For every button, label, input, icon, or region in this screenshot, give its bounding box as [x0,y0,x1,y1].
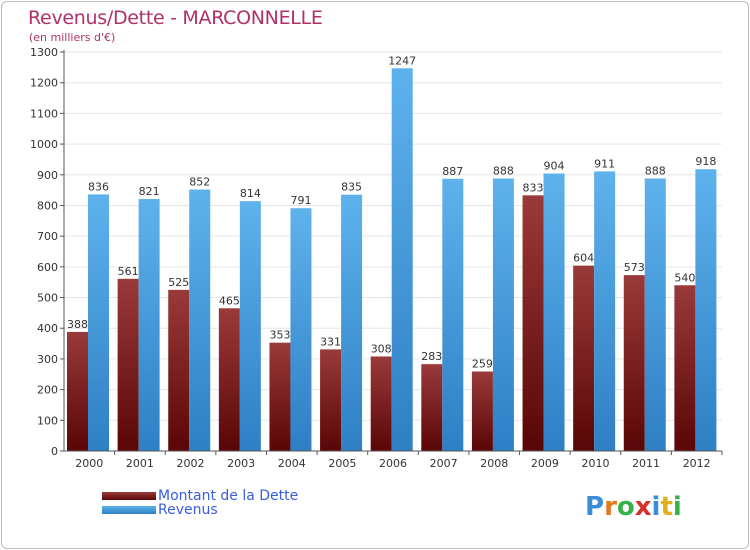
legend-label-debt: Montant de la Dette [158,488,299,504]
legend-item-revenus: Revenus [102,502,218,518]
x-tick-label: 2005 [328,457,356,470]
data-label-revenus: 814 [240,187,261,200]
y-tick-label: 0 [51,445,58,458]
bar-dette [218,308,240,451]
bar-revenus [492,178,514,451]
logo-letter: x [634,492,652,522]
data-label-dette: 573 [624,261,645,274]
bar-dette [117,278,139,451]
y-tick-label: 100 [37,414,58,427]
data-label-dette: 388 [67,318,88,331]
x-tick-label: 2010 [581,457,609,470]
data-label-dette: 465 [219,294,240,307]
logo-letter: i [672,492,682,522]
bar-dette [370,356,392,451]
data-label-revenus: 821 [139,185,160,198]
x-tick-label: 2000 [75,457,103,470]
bar-revenus [695,169,717,451]
logo-letter: r [604,492,617,522]
data-label-dette: 604 [573,252,594,265]
chart-subtitle: (en milliers d'€) [29,31,116,44]
bar-revenus [341,194,363,451]
bar-dette [522,195,544,451]
bar-revenus [644,178,666,451]
logo-letter: P [585,492,605,522]
data-label-dette: 525 [168,276,189,289]
legend-label-revenus: Revenus [158,502,218,518]
x-tick-label: 2012 [683,457,711,470]
y-tick-label: 400 [37,322,58,335]
x-tick-label: 2001 [126,457,154,470]
data-label-revenus: 1247 [388,54,416,67]
bar-dette [623,275,645,451]
y-tick-label: 500 [37,292,58,305]
y-tick-label: 1000 [30,138,58,151]
proxiti-logo: Proxiti [585,492,682,522]
data-label-dette: 259 [472,358,493,371]
y-tick-label: 600 [37,261,58,274]
data-label-revenus: 852 [189,176,210,189]
data-label-revenus: 791 [290,194,311,207]
x-tick-label: 2009 [531,457,559,470]
y-tick-label: 800 [37,199,58,212]
x-tick-label: 2007 [430,457,458,470]
bar-dette [168,289,190,451]
y-tick-label: 700 [37,230,58,243]
logo-letter: t [660,492,673,522]
bar-dette [674,285,696,451]
bar-dette [573,265,595,451]
bar-dette [421,364,443,451]
data-label-dette: 833 [523,181,544,194]
bar-dette [67,331,88,451]
y-tick-label: 1300 [30,46,58,59]
bar-revenus [239,201,261,451]
y-tick-label: 1100 [30,107,58,120]
legend-item-debt: Montant de la Dette [102,488,298,504]
data-label-dette: 540 [674,271,695,284]
data-label-dette: 308 [371,342,392,355]
data-label-dette: 561 [118,265,139,278]
bar-revenus [391,68,413,452]
data-label-revenus: 911 [594,157,615,170]
bar-dette [320,349,342,451]
data-label-dette: 283 [421,350,442,363]
x-tick-label: 2011 [632,457,660,470]
data-label-revenus: 888 [645,164,666,177]
x-tick-label: 2008 [480,457,508,470]
chart-title: Revenus/Dette - MARCONNELLE [28,7,323,29]
y-tick-label: 900 [37,169,58,182]
legend-swatch-debt [102,492,156,500]
logo-letter: o [616,492,635,522]
bar-revenus [189,189,211,452]
bar-dette [269,342,291,451]
data-label-revenus: 836 [88,180,109,193]
data-label-revenus: 835 [341,181,362,194]
y-tick-label: 200 [37,384,58,397]
x-tick-label: 2002 [177,457,205,470]
data-label-revenus: 918 [695,155,716,168]
data-label-revenus: 904 [544,160,565,173]
bar-revenus [88,194,109,452]
y-tick-label: 300 [37,353,58,366]
bar-revenus [290,208,312,451]
data-label-dette: 353 [269,329,290,342]
legend-swatch-revenus [102,506,156,514]
x-tick-label: 2004 [278,457,306,470]
data-label-revenus: 887 [442,165,463,178]
data-label-dette: 331 [320,335,341,348]
bar-revenus [442,178,464,452]
bar-revenus [594,171,616,452]
bar-dette [471,371,493,451]
bar-revenus [138,199,160,451]
x-tick-label: 2003 [227,457,255,470]
bar-revenus [543,173,565,451]
y-tick-label: 1200 [30,77,58,90]
logo-letter: i [651,492,661,522]
x-tick-label: 2006 [379,457,407,470]
data-label-revenus: 888 [493,164,514,177]
